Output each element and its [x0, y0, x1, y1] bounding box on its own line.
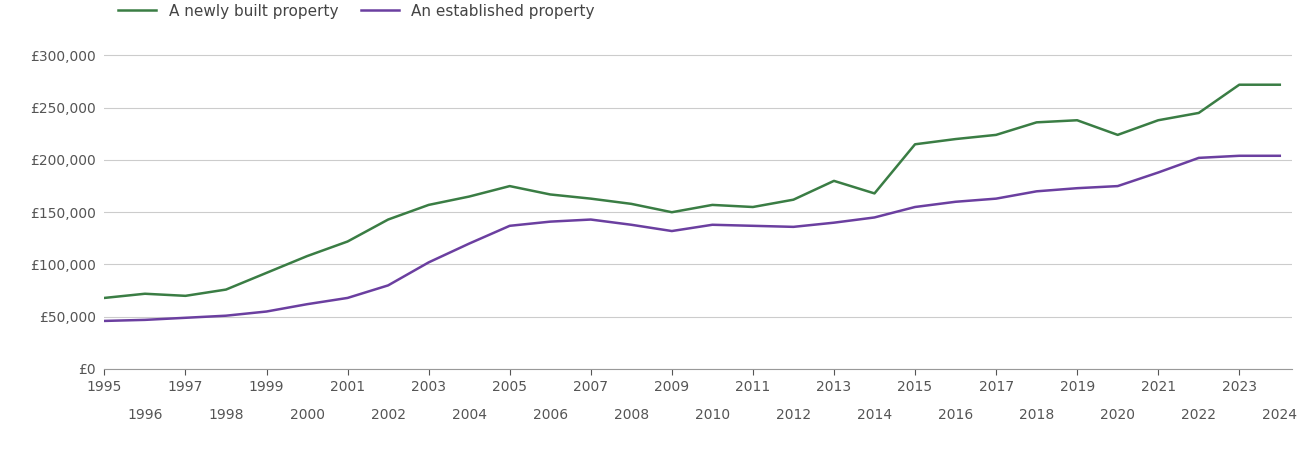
An established property	[907, 204, 923, 210]
An established property	[299, 302, 315, 307]
An established property	[826, 220, 842, 225]
A newly built property	[1232, 82, 1248, 87]
Text: 2020: 2020	[1100, 408, 1135, 422]
Text: 2006: 2006	[532, 408, 568, 422]
An established property	[947, 199, 963, 204]
Text: 2002: 2002	[371, 408, 406, 422]
A newly built property	[1151, 117, 1167, 123]
A newly built property	[664, 210, 680, 215]
Text: 2010: 2010	[694, 408, 729, 422]
An established property	[624, 222, 639, 227]
Text: 1998: 1998	[209, 408, 244, 422]
A newly built property	[380, 217, 395, 222]
Line: A newly built property: A newly built property	[104, 85, 1280, 298]
An established property	[786, 224, 801, 230]
An established property	[705, 222, 720, 227]
Text: 2024: 2024	[1262, 408, 1297, 422]
A newly built property	[339, 239, 355, 244]
Text: 2016: 2016	[938, 408, 974, 422]
An established property	[177, 315, 193, 320]
A newly built property	[1191, 110, 1207, 116]
A newly built property	[786, 197, 801, 202]
A newly built property	[97, 295, 112, 301]
A newly built property	[258, 270, 274, 275]
An established property	[420, 260, 436, 265]
Text: 2012: 2012	[776, 408, 810, 422]
Text: 1996: 1996	[127, 408, 163, 422]
An established property	[583, 217, 599, 222]
A newly built property	[624, 201, 639, 207]
An established property	[1272, 153, 1288, 158]
Text: 2008: 2008	[613, 408, 649, 422]
An established property	[1191, 155, 1207, 161]
An established property	[218, 313, 234, 319]
A newly built property	[705, 202, 720, 207]
An established property	[258, 309, 274, 314]
An established property	[867, 215, 882, 220]
A newly built property	[502, 184, 518, 189]
An established property	[664, 228, 680, 234]
An established property	[462, 241, 478, 246]
A newly built property	[137, 291, 153, 297]
A newly built property	[947, 136, 963, 142]
Line: An established property: An established property	[104, 156, 1280, 321]
An established property	[1232, 153, 1248, 158]
A newly built property	[988, 132, 1004, 138]
An established property	[543, 219, 559, 225]
A newly built property	[583, 196, 599, 201]
An established property	[339, 295, 355, 301]
A newly built property	[299, 253, 315, 259]
Legend: A newly built property, An established property: A newly built property, An established p…	[112, 0, 602, 25]
A newly built property	[1028, 120, 1044, 125]
An established property	[1028, 189, 1044, 194]
A newly built property	[543, 192, 559, 197]
An established property	[137, 317, 153, 323]
A newly built property	[1272, 82, 1288, 87]
A newly built property	[867, 191, 882, 196]
A newly built property	[177, 293, 193, 298]
A newly built property	[1069, 117, 1084, 123]
A newly built property	[826, 178, 842, 184]
A newly built property	[1109, 132, 1125, 138]
Text: 2014: 2014	[857, 408, 893, 422]
Text: 2022: 2022	[1181, 408, 1216, 422]
Text: 2018: 2018	[1019, 408, 1054, 422]
An established property	[97, 318, 112, 324]
An established property	[502, 223, 518, 229]
Text: 2004: 2004	[452, 408, 487, 422]
A newly built property	[420, 202, 436, 207]
An established property	[1109, 184, 1125, 189]
A newly built property	[218, 287, 234, 292]
A newly built property	[745, 204, 761, 210]
Text: 2000: 2000	[290, 408, 325, 422]
An established property	[1151, 170, 1167, 175]
An established property	[1069, 185, 1084, 191]
A newly built property	[907, 142, 923, 147]
A newly built property	[462, 194, 478, 199]
An established property	[745, 223, 761, 229]
An established property	[380, 283, 395, 288]
An established property	[988, 196, 1004, 201]
